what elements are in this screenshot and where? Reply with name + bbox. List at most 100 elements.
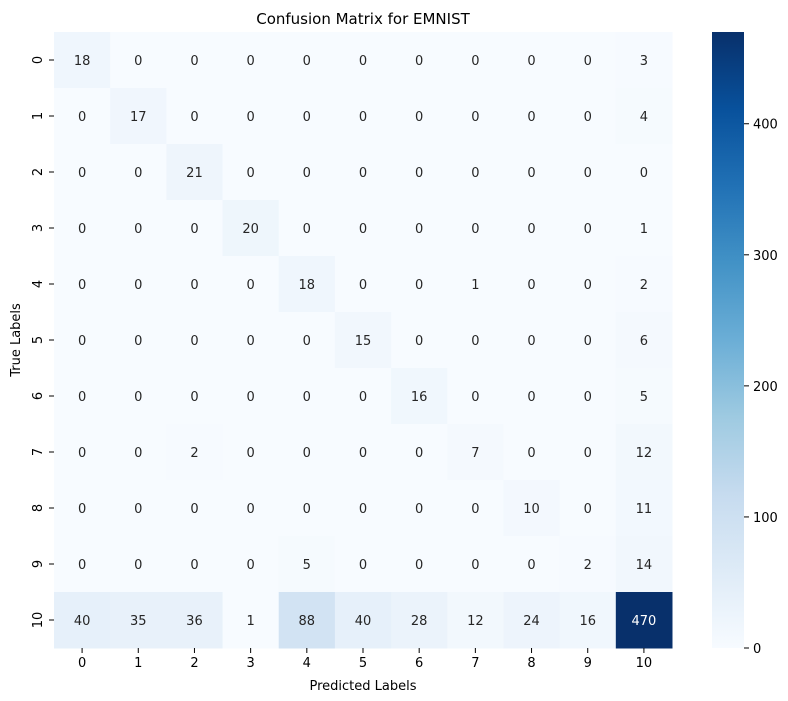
heatmap-cell — [166, 368, 224, 425]
heatmap-cell — [447, 536, 504, 593]
cell-value-label: 0 — [527, 390, 535, 405]
cell-value-label: 0 — [78, 222, 86, 237]
x-tick-label: 2 — [190, 656, 198, 671]
heatmap-cell — [54, 144, 111, 201]
heatmap-cell — [166, 144, 224, 201]
x-tick-label: 8 — [527, 656, 535, 671]
cell-value-label: 15 — [355, 334, 372, 349]
cell-value-label: 0 — [303, 54, 311, 69]
y-tick-label: 8 — [31, 504, 46, 512]
heatmap-cell — [559, 536, 617, 593]
cell-value-label: 0 — [415, 558, 423, 573]
heatmap-cell — [278, 312, 336, 369]
y-tick-label: 4 — [31, 280, 46, 288]
cell-value-label: 0 — [359, 222, 367, 237]
y-tick-label: 9 — [31, 560, 46, 568]
y-tick-label: 10 — [31, 612, 46, 629]
cell-value-label: 0 — [190, 278, 198, 293]
cell-value-label: 0 — [303, 446, 311, 461]
cell-value-label: 0 — [134, 502, 142, 517]
y-axis-label: True Labels — [9, 303, 24, 378]
heatmap-cell — [503, 536, 561, 593]
cell-value-label: 35 — [130, 614, 147, 629]
heatmap-cell — [166, 88, 224, 145]
heatmap-cell — [278, 144, 336, 201]
heatmap-cell — [334, 32, 392, 89]
cell-value-label: 0 — [246, 334, 254, 349]
heatmap-cell — [447, 424, 504, 481]
cell-value-label: 7 — [471, 446, 479, 461]
cell-value-label: 5 — [640, 390, 648, 405]
colorbar-tick-label: 400 — [753, 118, 778, 133]
heatmap-cell — [447, 592, 504, 649]
heatmap-cell — [334, 592, 392, 649]
cell-value-label: 0 — [134, 54, 142, 69]
cell-value-label: 0 — [359, 558, 367, 573]
cell-value-label: 16 — [579, 614, 596, 629]
cell-value-label: 0 — [134, 222, 142, 237]
cell-value-label: 18 — [74, 54, 91, 69]
heatmap-cell — [615, 424, 673, 481]
heatmap-cell — [222, 592, 280, 649]
heatmap-cell — [166, 256, 224, 313]
heatmap-cell — [166, 312, 224, 369]
heatmap-cell — [278, 32, 336, 89]
heatmap-cell — [166, 592, 224, 649]
heatmap-cell — [559, 88, 617, 145]
cell-value-label: 0 — [415, 166, 423, 181]
heatmap-cell — [166, 480, 224, 537]
cell-value-label: 20 — [242, 222, 259, 237]
cell-value-label: 0 — [415, 222, 423, 237]
heatmap-cell — [391, 200, 448, 257]
colorbar-ticks: 0 100 200 300 400 — [744, 118, 778, 657]
cell-value-label: 0 — [303, 166, 311, 181]
cell-value-label: 2 — [640, 278, 648, 293]
heatmap-cell — [503, 368, 561, 425]
cell-value-label: 0 — [527, 558, 535, 573]
heatmap-cell — [447, 480, 504, 537]
cell-value-label: 0 — [303, 110, 311, 125]
heatmap-cell — [334, 200, 392, 257]
colorbar-tick-label: 100 — [753, 511, 778, 526]
cell-value-label: 1 — [640, 222, 648, 237]
cell-value-label: 0 — [584, 222, 592, 237]
heatmap-cell — [110, 88, 167, 145]
cell-value-label: 0 — [246, 446, 254, 461]
heatmap-cell — [278, 368, 336, 425]
heatmap-cell — [615, 32, 673, 89]
cell-value-label: 2 — [584, 558, 592, 573]
y-tick-label: 5 — [31, 336, 46, 344]
heatmap-cell — [447, 144, 504, 201]
cell-value-label: 12 — [467, 614, 484, 629]
cell-value-label: 0 — [471, 166, 479, 181]
heatmap-cell — [278, 256, 336, 313]
heatmap-cell — [615, 200, 673, 257]
heatmap-cell — [391, 480, 448, 537]
cell-value-label: 36 — [186, 614, 203, 629]
heatmap-cell — [278, 592, 336, 649]
heatmap-cell — [110, 480, 167, 537]
cell-value-label: 0 — [303, 222, 311, 237]
cell-value-label: 0 — [527, 446, 535, 461]
cell-value-label: 0 — [359, 502, 367, 517]
heatmap-cell — [54, 200, 111, 257]
heatmap-cell — [503, 592, 561, 649]
x-axis-label: Predicted Labels — [309, 679, 416, 694]
cell-value-label: 0 — [78, 334, 86, 349]
y-tick-label: 6 — [31, 392, 46, 400]
cell-value-label: 0 — [527, 54, 535, 69]
cell-value-label: 1 — [246, 614, 254, 629]
cell-value-label: 0 — [78, 390, 86, 405]
cell-value-label: 0 — [584, 110, 592, 125]
colorbar-tick-label: 0 — [753, 642, 761, 657]
heatmap-cell — [447, 200, 504, 257]
heatmap-cell — [110, 200, 167, 257]
heatmap-cell — [54, 424, 111, 481]
cell-value-label: 0 — [415, 334, 423, 349]
heatmap-cell — [278, 480, 336, 537]
cell-value-label: 40 — [355, 614, 372, 629]
heatmap-cell — [110, 368, 167, 425]
heatmap-cell — [334, 368, 392, 425]
heatmap-cell — [559, 368, 617, 425]
